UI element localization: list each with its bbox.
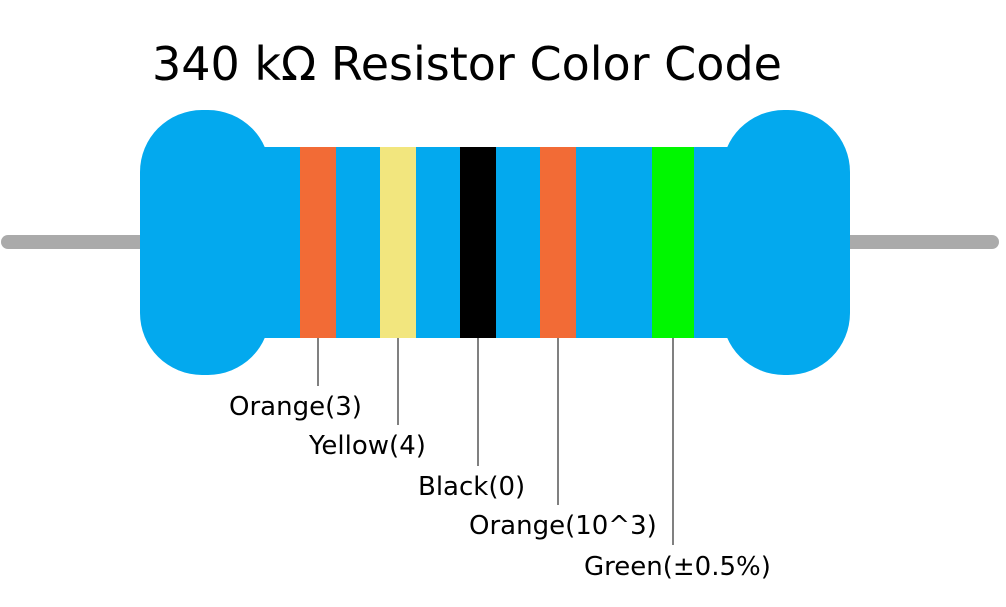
band-orange-multiplier: [540, 147, 576, 338]
page-title: 340 kΩ Resistor Color Code: [152, 37, 782, 91]
band-label-orange: Orange(3): [229, 392, 362, 422]
band-label-yellow: Yellow(4): [308, 431, 426, 461]
band-green: [652, 147, 694, 338]
band-orange: [300, 147, 336, 338]
band-label-green: Green(±0.5%): [584, 552, 771, 582]
band-yellow: [380, 147, 416, 338]
band-label-black: Black(0): [418, 472, 525, 502]
band-black: [460, 147, 496, 338]
band-label-orange-multiplier: Orange(10^3): [469, 511, 657, 541]
